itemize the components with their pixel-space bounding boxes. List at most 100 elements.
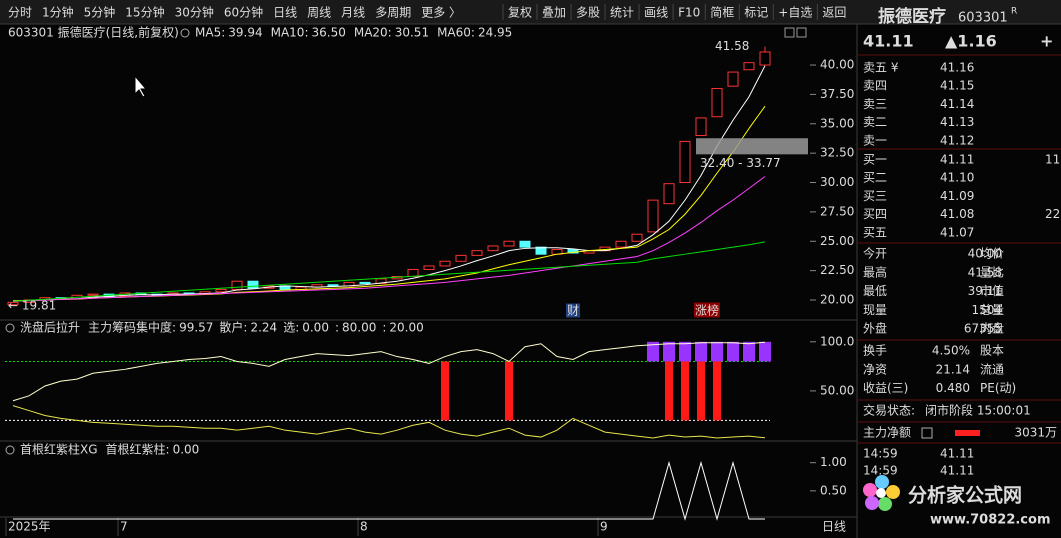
toolbar-button[interactable]: F10 — [678, 6, 700, 20]
candle — [503, 240, 515, 247]
toolbar-button[interactable]: 复权 — [508, 6, 532, 20]
book-label: 买三 — [863, 189, 887, 203]
stat-value: 67355 — [964, 322, 1002, 336]
window-icon[interactable] — [784, 27, 795, 38]
legend-value: 0.00 — [173, 443, 200, 457]
y-tick-label: 27.50 — [820, 204, 854, 218]
toolbar-tab[interactable]: 多周期 — [375, 6, 411, 20]
close-icon[interactable] — [796, 27, 807, 38]
toolbar-tab[interactable]: 更多 〉 — [421, 6, 461, 20]
book-volume: 22 — [1045, 207, 1060, 221]
stat-label: 股本 — [980, 344, 1004, 358]
y-tick-label: 32.50 — [820, 146, 854, 160]
toolbar-button[interactable]: +自选 — [778, 6, 812, 20]
signal-bar — [679, 341, 691, 362]
y-tick-label: 0.50 — [820, 483, 847, 497]
candle — [647, 199, 659, 233]
book-price: 41.16 — [940, 61, 974, 75]
net-flow-icon[interactable] — [921, 427, 933, 439]
candle — [439, 260, 451, 267]
high-label: 41.58 — [715, 39, 749, 53]
stat-label: 净资 — [863, 362, 887, 376]
toolbar-tab[interactable]: 60分钟 — [224, 5, 263, 20]
logo-petal — [878, 497, 892, 511]
toolbar-button[interactable]: 叠加 — [542, 6, 566, 20]
legend-name: MA10: — [271, 26, 309, 40]
event-marker-bg — [566, 303, 581, 318]
signal-bar — [665, 361, 673, 421]
candle — [7, 301, 19, 306]
toolbar-tab[interactable]: 1分钟 — [42, 5, 74, 20]
legend-name: MA20: — [354, 26, 392, 40]
stat-label: 换手 — [863, 344, 887, 358]
signal-bar — [727, 341, 739, 362]
candle — [423, 265, 435, 270]
trade-time: 14:59 — [863, 464, 898, 478]
candle — [471, 250, 483, 256]
indicator-title: 首根红紫柱XG — [20, 442, 98, 457]
book-label: 卖三 — [863, 97, 887, 111]
settings-icon[interactable] — [5, 445, 15, 455]
book-label: 买二 — [863, 171, 887, 185]
stock-name: 振德医疗 — [878, 6, 946, 27]
legend-value: 0.00 — [302, 321, 329, 335]
toolbar-tab[interactable]: 分时 — [8, 6, 32, 20]
book-price: 41.14 — [940, 97, 974, 111]
candle — [87, 293, 99, 296]
book-price: 41.07 — [940, 225, 974, 239]
signal-bar — [695, 341, 707, 362]
legend-value: 2.24 — [250, 321, 277, 335]
toolbar-tab[interactable]: 月线 — [341, 6, 365, 20]
candle — [247, 280, 259, 289]
trade-price: 41.11 — [940, 447, 974, 461]
watermark-text: 分析家公式网 — [908, 484, 1022, 507]
stat-label: PE(动) — [980, 381, 1016, 395]
legend-value: 24.95 — [478, 26, 512, 40]
signal-bar — [713, 361, 721, 421]
logo-petal — [875, 475, 889, 489]
candle — [663, 183, 675, 205]
toolbar-tab[interactable]: 30分钟 — [175, 5, 214, 20]
stat-value: 40.00 — [968, 247, 1002, 261]
stat-label: 内盘 — [980, 321, 1004, 336]
logo-petal — [865, 496, 879, 510]
signal-bar — [681, 361, 689, 421]
net-flow-label: 主力净额 — [863, 426, 911, 440]
signal-bar — [663, 341, 675, 362]
legend-value: 30.51 — [395, 26, 429, 40]
legend-name: 散户: — [219, 320, 247, 335]
toolbar-button[interactable]: 简框 — [710, 6, 734, 20]
series-line — [12, 241, 766, 302]
toolbar-tab[interactable]: 周线 — [307, 6, 331, 20]
trade-time: 14:59 — [863, 447, 898, 461]
stat-label: 市值 — [980, 283, 1004, 298]
y-tick-label: 25.00 — [820, 234, 854, 248]
toolbar-tab[interactable]: 5分钟 — [84, 5, 116, 20]
event-marker[interactable]: 财 — [567, 304, 579, 318]
stat-value: 1504 — [971, 303, 1002, 317]
candle — [519, 240, 531, 248]
status-value: 闭市阶段 15:00:01 — [925, 403, 1031, 418]
candle — [631, 233, 643, 242]
toolbar-button[interactable]: 标记 — [744, 6, 768, 20]
toolbar-tab[interactable]: 日线 — [273, 6, 297, 20]
toolbar-button[interactable]: 返回 — [822, 6, 846, 20]
y-tick-label: 30.00 — [820, 175, 854, 189]
stat-label: 最低 — [863, 284, 887, 298]
settings-icon[interactable] — [5, 323, 15, 333]
watermark-logo — [863, 475, 900, 511]
toolbar-button[interactable]: 多股 — [576, 6, 600, 20]
stat-label: 外盘 — [863, 321, 887, 336]
y-tick-label: 50.00 — [820, 383, 854, 397]
series-line — [12, 65, 766, 302]
watermark-url: www.70822.com — [930, 513, 1051, 528]
toolbar-button[interactable]: 画线 — [644, 6, 668, 20]
settings-icon[interactable] — [180, 28, 190, 38]
candle — [615, 240, 627, 248]
toolbar-tab[interactable]: 15分钟 — [125, 5, 164, 20]
stat-label: 现量 — [863, 303, 887, 317]
y-tick-label: 37.50 — [820, 87, 854, 101]
event-marker[interactable]: 涨榜 — [695, 303, 719, 318]
book-price: 41.10 — [940, 171, 974, 185]
toolbar-button[interactable]: 统计 — [610, 6, 634, 20]
